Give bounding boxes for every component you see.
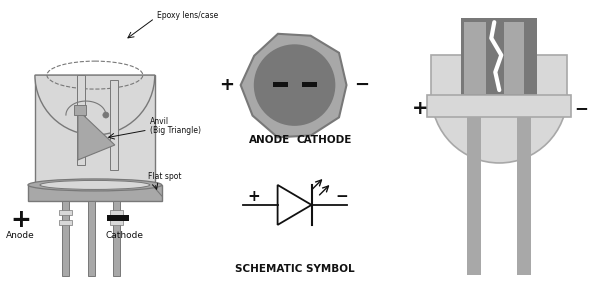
- Bar: [59, 210, 72, 215]
- Bar: [62, 201, 69, 276]
- Text: −: −: [354, 76, 369, 94]
- Polygon shape: [241, 34, 346, 137]
- Polygon shape: [78, 110, 115, 160]
- Bar: [110, 210, 123, 215]
- Circle shape: [103, 112, 109, 118]
- Wedge shape: [431, 95, 567, 163]
- Text: CATHODE: CATHODE: [297, 135, 352, 145]
- Bar: [517, 117, 531, 275]
- Circle shape: [255, 45, 335, 125]
- Text: Epoxy lens/case: Epoxy lens/case: [157, 11, 218, 20]
- Text: +: +: [10, 208, 31, 232]
- Bar: [59, 220, 72, 225]
- Bar: [110, 220, 123, 225]
- Text: ANODE: ANODE: [249, 135, 290, 145]
- Bar: [110, 80, 118, 170]
- Polygon shape: [278, 185, 312, 225]
- Bar: [504, 22, 525, 94]
- Bar: [77, 75, 85, 165]
- Text: Cathode: Cathode: [106, 231, 144, 240]
- Bar: [301, 82, 317, 87]
- Text: Flat spot: Flat spot: [148, 172, 181, 181]
- Bar: [273, 82, 287, 87]
- Text: Anode: Anode: [6, 231, 35, 240]
- Bar: [427, 95, 571, 117]
- Bar: [113, 201, 120, 276]
- Text: Anvil: Anvil: [150, 117, 169, 126]
- Wedge shape: [35, 75, 155, 135]
- Ellipse shape: [28, 179, 162, 191]
- Text: −: −: [336, 189, 348, 204]
- Bar: [464, 22, 486, 94]
- Bar: [35, 75, 155, 187]
- Text: (Big Triangle): (Big Triangle): [150, 126, 201, 135]
- Bar: [28, 185, 162, 201]
- Bar: [431, 55, 567, 97]
- Bar: [107, 215, 129, 221]
- Bar: [467, 117, 481, 275]
- Bar: [461, 18, 537, 98]
- Text: SCHEMATIC SYMBOL: SCHEMATIC SYMBOL: [235, 264, 355, 274]
- Bar: [74, 105, 86, 115]
- Text: +: +: [411, 99, 428, 118]
- Ellipse shape: [40, 180, 150, 189]
- Text: −: −: [574, 99, 588, 117]
- Text: +: +: [248, 189, 260, 204]
- Bar: [88, 201, 95, 276]
- Text: +: +: [219, 76, 234, 94]
